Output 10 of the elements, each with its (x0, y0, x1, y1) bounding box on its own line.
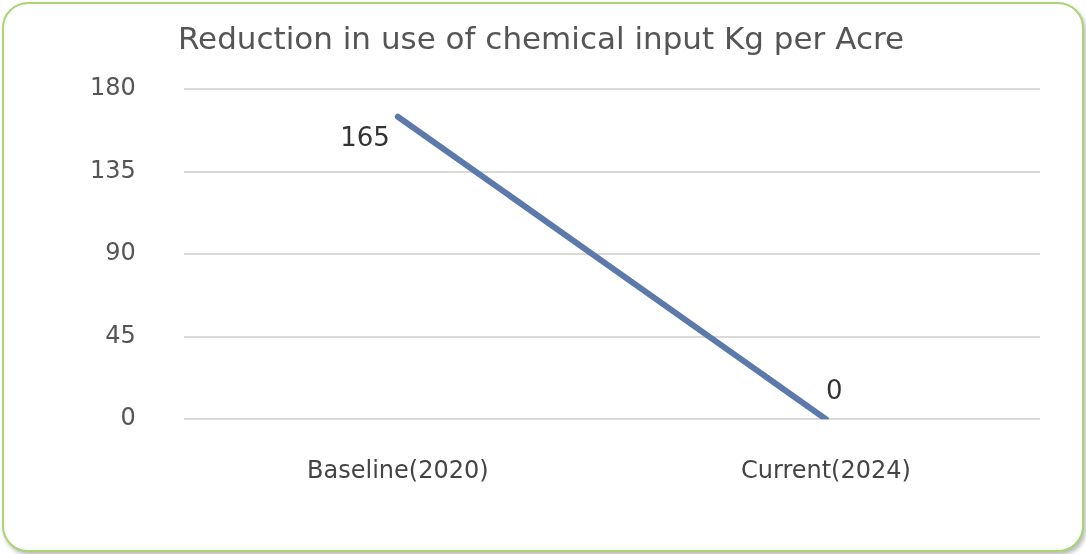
y-tick-label: 135 (90, 155, 136, 184)
y-tick-label: 180 (90, 73, 136, 102)
y-tick-label: 45 (105, 320, 136, 349)
chart-title: Reduction in use of chemical input Kg per Acre (177, 19, 905, 56)
data-label: 165 (340, 122, 390, 153)
x-tick-label: Baseline(2020) (307, 455, 489, 484)
x-tick-label: Current(2024) (740, 455, 911, 484)
y-tick-label: 90 (105, 238, 136, 267)
y-tick-label: 0 (120, 403, 136, 432)
data-label: 0 (825, 374, 843, 405)
